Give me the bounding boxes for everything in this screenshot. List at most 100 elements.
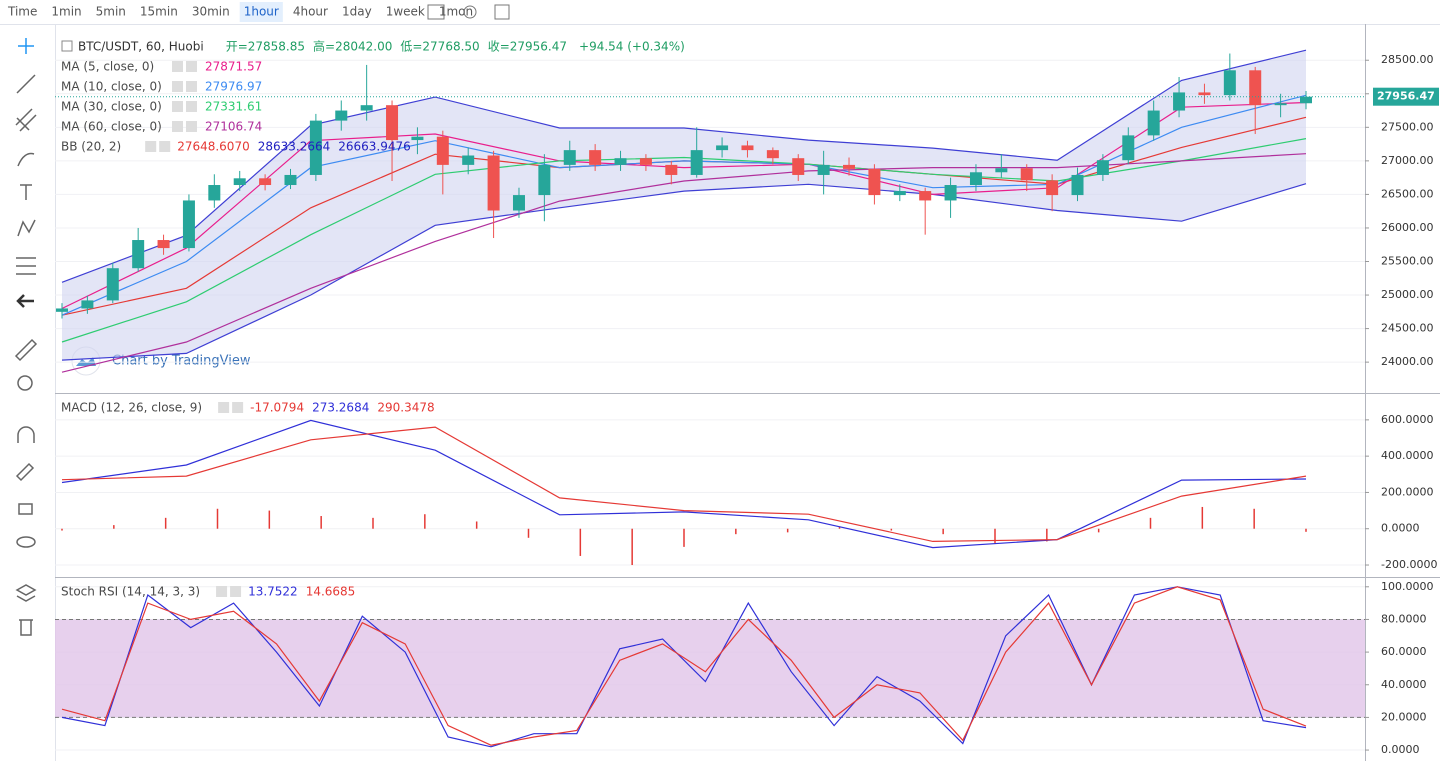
y-tick-label: 0.0000 xyxy=(1381,743,1420,756)
candle-body xyxy=(1122,135,1135,161)
interval-button[interactable]: 1min xyxy=(51,5,81,19)
remove-button[interactable] xyxy=(186,101,197,112)
candle-body xyxy=(563,150,576,165)
remove-button[interactable] xyxy=(186,61,197,72)
indicator-label: MA (5, close, 0) xyxy=(61,60,154,74)
indicator-label: MA (60, close, 0) xyxy=(61,120,162,134)
indicator-value: 14.6685 xyxy=(306,585,356,599)
candle-body xyxy=(741,145,754,151)
fullscreen-icon[interactable] xyxy=(494,4,510,20)
y-tick-label: 400.0000 xyxy=(1381,449,1434,462)
trash-icon[interactable] xyxy=(19,619,33,636)
settings-button[interactable] xyxy=(172,101,183,112)
brush-icon[interactable] xyxy=(17,152,35,167)
pitchfork-icon[interactable] xyxy=(15,108,37,132)
interval-button[interactable]: 5min xyxy=(96,5,126,19)
y-tick-label: 100.0000 xyxy=(1381,580,1434,593)
remove-button[interactable] xyxy=(186,121,197,132)
interval-button[interactable]: 15min xyxy=(140,5,178,19)
trendline-icon[interactable] xyxy=(16,74,36,94)
settings-button[interactable] xyxy=(145,141,157,152)
settings-button[interactable] xyxy=(172,81,183,92)
toolbar-icons[interactable] xyxy=(427,4,510,20)
indicator-label: MACD (12, 26, close, 9) xyxy=(61,401,202,415)
candle-body xyxy=(1274,103,1287,106)
y-tick-label: 25500.00 xyxy=(1381,255,1434,268)
settings-icon[interactable] xyxy=(463,5,477,19)
candle-body xyxy=(665,164,678,175)
ruler-icon[interactable] xyxy=(14,338,38,362)
lock-drawing-icon[interactable] xyxy=(15,462,35,482)
ohlc-value: 低=27768.50 xyxy=(400,40,479,54)
settings-button[interactable] xyxy=(172,121,183,132)
bollinger-upper xyxy=(61,49,1307,283)
settings-button[interactable] xyxy=(216,586,228,597)
back-icon[interactable] xyxy=(16,294,34,308)
magnet-icon[interactable] xyxy=(17,426,35,443)
ohlc-value: 高=28042.00 xyxy=(313,39,392,54)
y-tick-label: 20.0000 xyxy=(1381,710,1427,723)
indicator-value: 27871.57 xyxy=(205,60,262,74)
pane: -200.0000 0.0000 200.0000 400.0000 600.0000 xyxy=(55,413,1437,571)
indicator-value: 13.7522 xyxy=(248,585,298,599)
text-icon[interactable] xyxy=(20,184,32,200)
interval-button[interactable]: 1hour xyxy=(244,5,279,19)
interval-active-bg xyxy=(239,2,283,22)
crosshair-icon[interactable] xyxy=(18,38,34,54)
candle-body xyxy=(335,110,348,121)
pane: 24000.00 24500.00 25000.00 25500.00 26000.00… xyxy=(55,49,1439,373)
candle-body xyxy=(182,200,195,249)
interval-button[interactable]: 30min xyxy=(192,5,230,19)
y-tick-label: 0.0000 xyxy=(1381,522,1420,535)
candle-body xyxy=(614,158,627,165)
stoch-line xyxy=(61,586,1307,748)
settings-button[interactable] xyxy=(172,61,183,72)
candle-body xyxy=(1300,96,1312,104)
candle-body xyxy=(132,240,145,269)
y-tick-label: 60.0000 xyxy=(1381,645,1427,658)
last-price-box xyxy=(1373,87,1439,106)
candle-body xyxy=(1173,92,1186,111)
interval-button[interactable]: Time xyxy=(7,5,37,19)
candle-body xyxy=(284,174,297,186)
candle-body xyxy=(1198,92,1211,96)
y-tick-label: 26000.00 xyxy=(1381,221,1434,234)
interval-button[interactable]: 1mon xyxy=(439,5,473,19)
interval-button[interactable]: 1week xyxy=(386,5,425,19)
candle-body xyxy=(1249,70,1262,106)
remove-button[interactable] xyxy=(159,141,171,152)
y-tick-label: 28500.00 xyxy=(1381,53,1434,66)
candle-body xyxy=(868,168,881,196)
indicator-value: 27106.74 xyxy=(205,120,262,134)
candle-body xyxy=(259,178,272,186)
ohlc-value: 收=27956.47 xyxy=(488,40,567,54)
settings-button[interactable] xyxy=(218,402,230,413)
remove-button[interactable] xyxy=(186,81,197,92)
compare-icon[interactable] xyxy=(427,4,445,20)
interval-button[interactable]: 4hour xyxy=(293,5,328,19)
drawing-tools[interactable] xyxy=(14,38,38,636)
candle-body xyxy=(766,150,779,159)
remove-button[interactable] xyxy=(230,586,242,597)
unlock-icon[interactable] xyxy=(18,503,33,515)
ohlc-value: 开=27858.85 xyxy=(226,40,305,54)
y-tick-label: 24000.00 xyxy=(1381,355,1434,368)
interval-button[interactable]: 1day xyxy=(342,5,372,19)
indicator-value: 27331.61 xyxy=(205,100,262,114)
candle-body xyxy=(919,191,932,201)
candle-body xyxy=(893,191,906,196)
zoom-icon[interactable] xyxy=(17,375,33,391)
indicator-label: Stoch RSI (14, 14, 3, 3) xyxy=(61,585,200,599)
candle-body xyxy=(1096,160,1109,175)
remove-button[interactable] xyxy=(232,402,244,413)
candle-body xyxy=(462,155,475,165)
bollinger-lower xyxy=(61,183,1307,361)
measure-icon[interactable] xyxy=(16,257,36,275)
y-tick-label: 25000.00 xyxy=(1381,288,1434,301)
eye-icon[interactable] xyxy=(16,536,36,548)
collapse-button[interactable] xyxy=(61,40,73,52)
candle-body xyxy=(512,195,525,211)
pattern-icon[interactable] xyxy=(17,219,36,237)
layers-icon[interactable] xyxy=(15,584,37,602)
